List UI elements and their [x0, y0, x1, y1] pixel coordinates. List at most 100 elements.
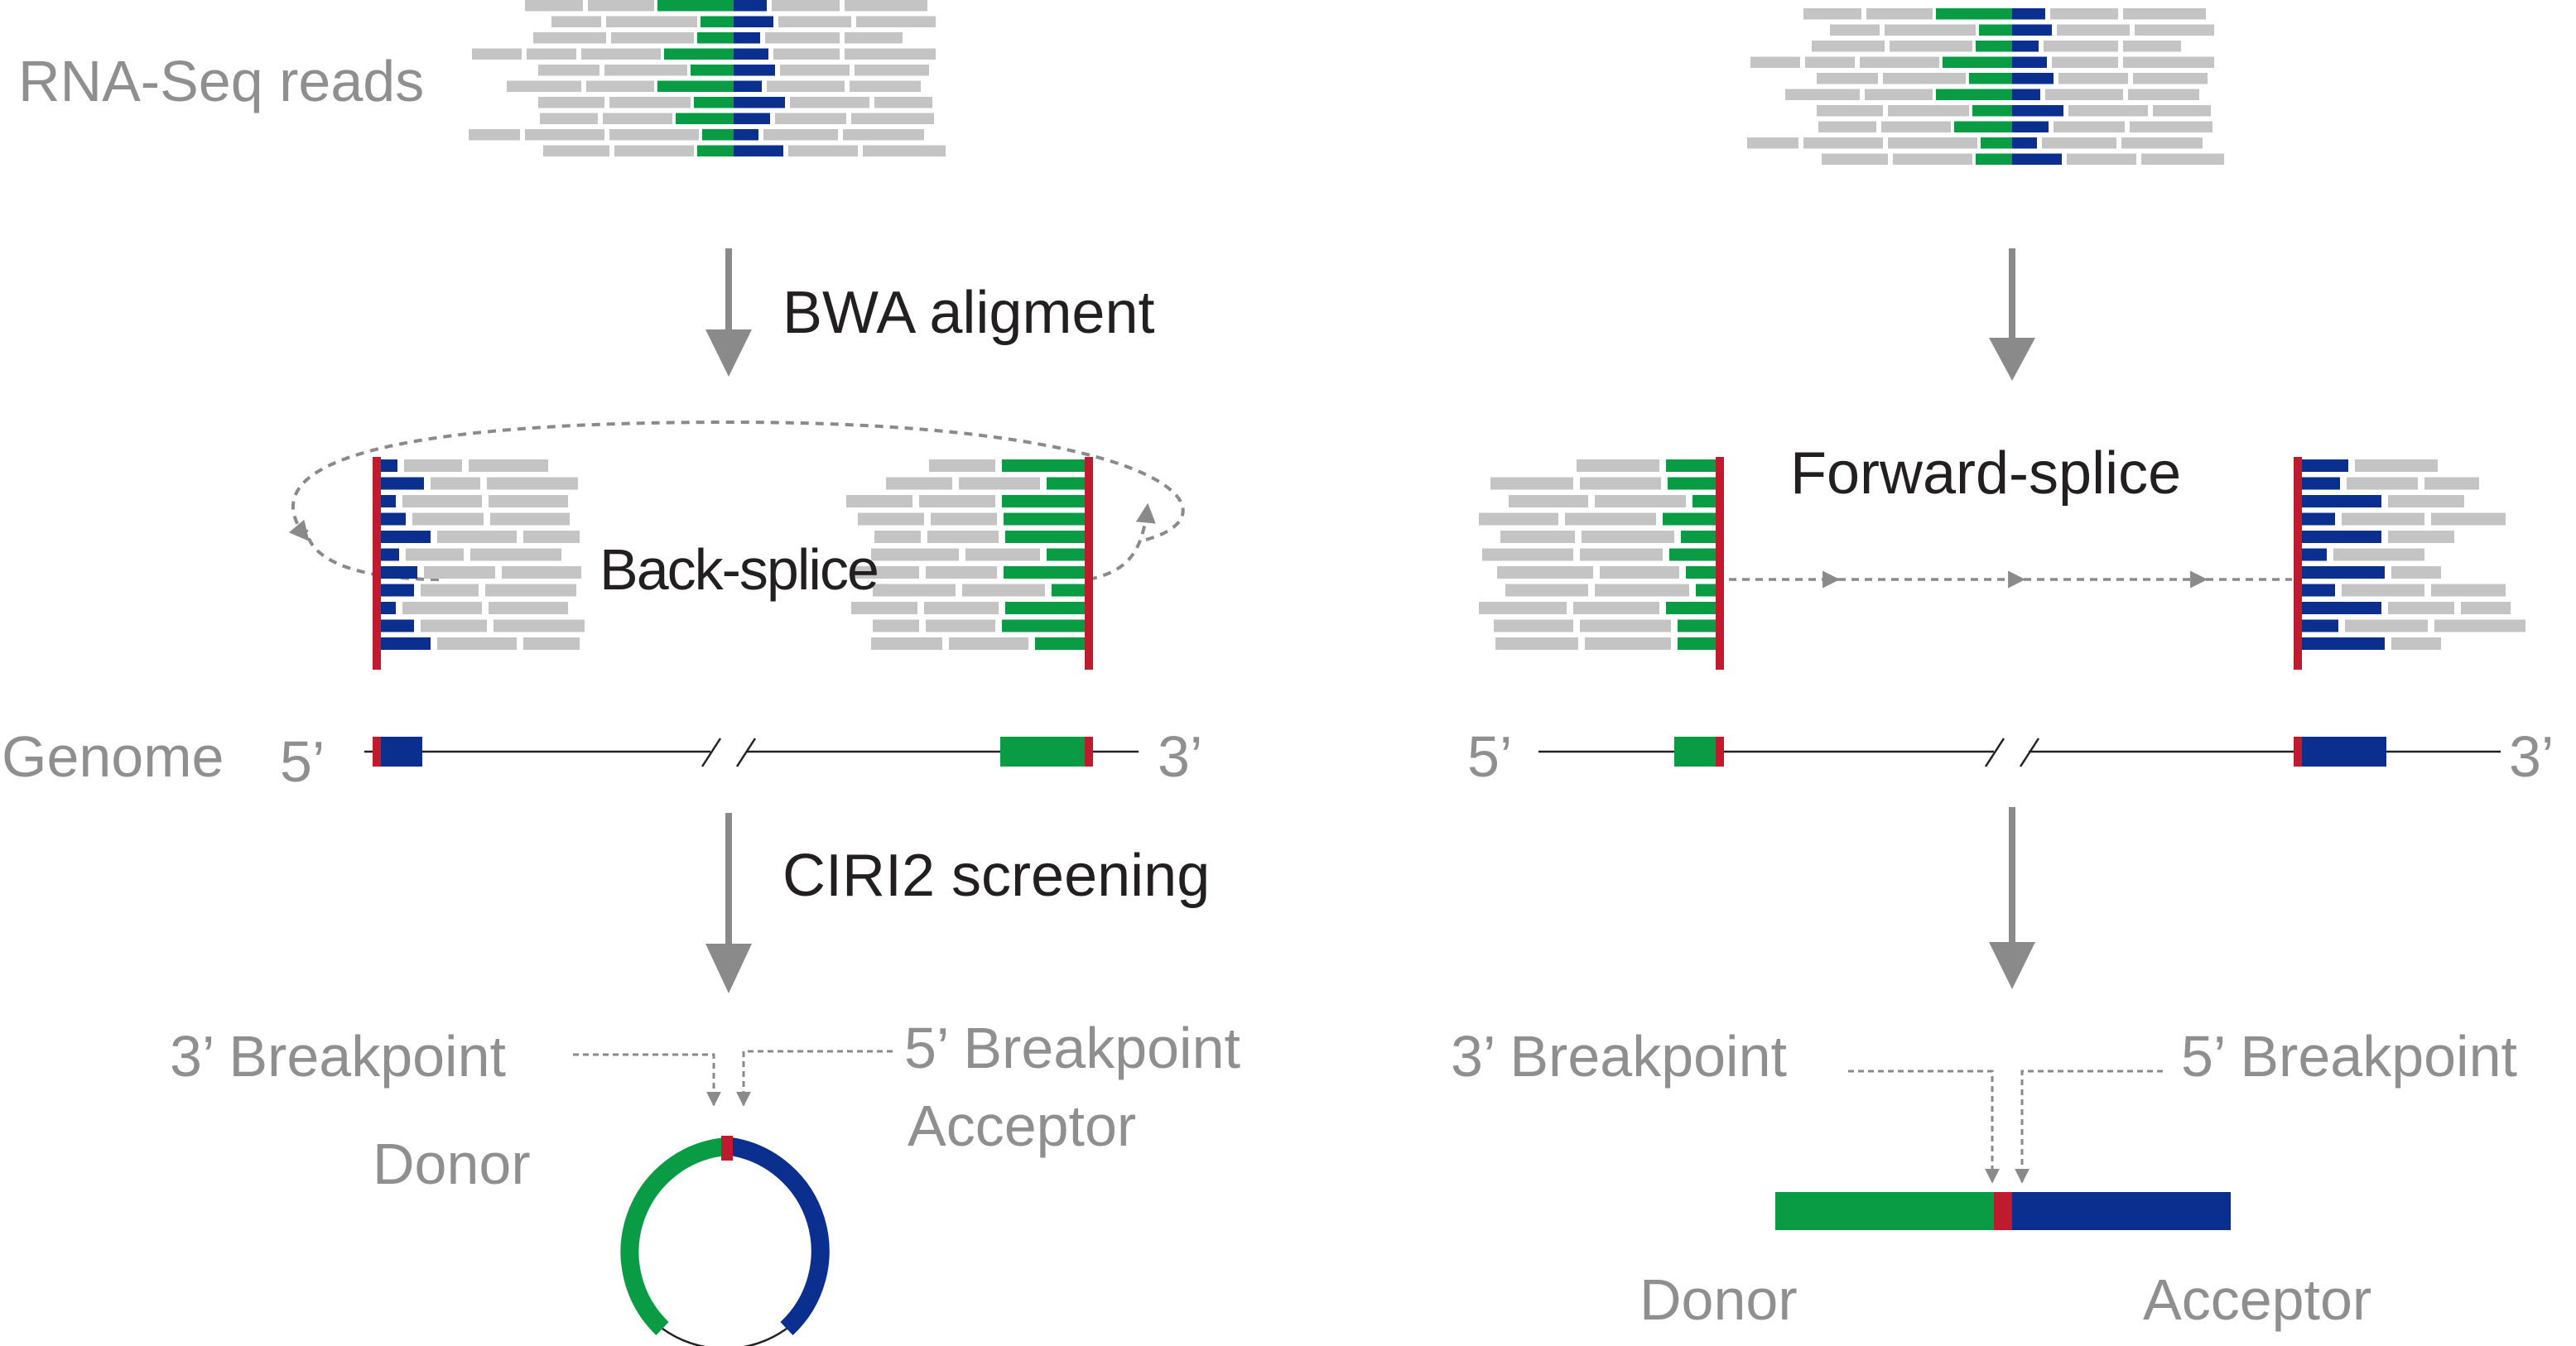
junction-read-gray	[2342, 512, 2424, 526]
junction-read-gray	[402, 602, 482, 614]
junction-read-gray	[2461, 602, 2511, 614]
back-splice-junction-right	[1085, 457, 1093, 670]
read-gray-segment	[606, 16, 697, 27]
read-gray-segment	[2141, 153, 2224, 165]
read-gray-segment	[609, 129, 699, 141]
junction-read-gray	[494, 619, 585, 632]
junction-read-gray	[873, 584, 956, 597]
read-green-segment	[1976, 41, 2012, 52]
junction-read-gray	[1490, 477, 1573, 490]
junction-read-colored	[381, 584, 414, 597]
junction-read-gray	[1497, 566, 1593, 579]
read-gray-segment	[1888, 105, 1969, 117]
read-gray-segment	[551, 16, 601, 27]
read-gray-segment	[533, 32, 606, 44]
junction-read-gray	[871, 548, 959, 561]
read-blue-segment	[734, 0, 767, 12]
junction-read-colored	[2302, 477, 2340, 490]
read-blue-segment	[2012, 105, 2063, 117]
read-green-segment	[1976, 153, 2012, 165]
junction-read-gray	[846, 495, 912, 507]
junction-read-colored	[2302, 512, 2335, 526]
read-blue-segment	[734, 97, 785, 108]
junction-read-colored	[1002, 459, 1085, 472]
junction-read-gray	[926, 619, 995, 632]
left-arrow-ciri2	[705, 813, 752, 993]
junction-read-gray	[431, 477, 480, 490]
read-gray-segment	[2135, 24, 2214, 36]
junction-read-colored	[381, 548, 399, 561]
read-green-segment	[1936, 89, 2012, 100]
read-gray-segment	[2052, 56, 2118, 68]
read-green-segment	[697, 145, 734, 156]
junction-read-gray	[2431, 512, 2506, 526]
read-green-segment	[1969, 73, 2012, 84]
read-gray-segment	[772, 0, 840, 12]
junction-read-gray	[412, 512, 484, 526]
left-rna-seq-reads	[469, 0, 946, 156]
read-green-segment	[657, 0, 734, 12]
read-gray-segment	[540, 113, 598, 124]
forward-splice-junction-right	[2294, 457, 2302, 670]
linear-splice-product	[1775, 1192, 2231, 1230]
read-gray-segment	[2121, 137, 2203, 149]
junction-read-colored	[2302, 637, 2385, 650]
read-gray-segment	[527, 48, 576, 60]
circular-rna	[620, 1136, 830, 1346]
junction-read-colored	[381, 637, 431, 650]
read-gray-segment	[543, 145, 609, 156]
read-gray-segment	[1865, 89, 1933, 100]
read-gray-segment	[581, 48, 661, 60]
junction-read-colored	[1668, 477, 1716, 490]
read-gray-segment	[850, 80, 921, 92]
read-green-segment	[664, 48, 734, 60]
read-gray-segment	[2054, 121, 2125, 132]
junction-read-colored	[381, 477, 424, 490]
read-gray-segment	[1805, 56, 1855, 68]
junction-read-gray	[927, 531, 999, 543]
junction-read-colored	[1678, 619, 1716, 632]
junction-read-gray	[1582, 531, 1674, 543]
read-gray-segment	[2042, 137, 2116, 149]
read-gray-segment	[790, 97, 869, 108]
read-gray-segment	[1822, 153, 1888, 165]
junction-read-gray	[1500, 531, 1575, 543]
junction-read-gray	[1580, 548, 1663, 561]
junction-read-gray	[926, 566, 997, 579]
read-green-segment	[1981, 137, 2012, 149]
junction-read-colored	[2302, 531, 2381, 543]
read-gray-segment	[1817, 73, 1878, 84]
genome-right-three-prime: 3’	[2509, 724, 2554, 789]
junction-read-gray	[523, 531, 580, 543]
read-green-segment	[1979, 24, 2012, 36]
junction-read-gray	[487, 477, 578, 490]
read-gray-segment	[2068, 105, 2148, 117]
junction-read-gray	[1585, 637, 1671, 650]
junction-read-gray	[489, 602, 568, 614]
junction-read-gray	[2388, 531, 2454, 543]
junction-read-colored	[1002, 619, 1085, 632]
junction-read-gray	[437, 637, 517, 650]
read-gray-segment	[1803, 8, 1861, 20]
right-donor-label: Donor	[1639, 1267, 1798, 1332]
junction-read-colored	[1005, 602, 1085, 614]
genome-right-five-prime: 5’	[1467, 724, 1512, 789]
junction-read-gray	[2388, 495, 2464, 507]
read-blue-segment	[734, 16, 773, 27]
junction-read-gray	[1479, 512, 1558, 526]
right-arrow-bottom	[1989, 807, 2035, 989]
rna-seq-reads-label: RNA-Seq reads	[18, 49, 424, 113]
junction-read-colored	[1681, 531, 1716, 543]
right-arrow-top	[1989, 248, 2035, 381]
read-gray-segment	[2123, 41, 2181, 52]
read-blue-segment	[2012, 41, 2039, 52]
junction-read-colored	[1035, 637, 1085, 650]
read-green-segment	[1936, 8, 2012, 20]
read-green-segment	[694, 97, 734, 108]
junction-read-colored	[2302, 566, 2385, 579]
read-gray-segment	[1885, 24, 1976, 36]
read-gray-segment	[2044, 41, 2118, 52]
read-blue-segment	[734, 80, 762, 92]
read-gray-segment	[845, 48, 936, 60]
junction-read-gray	[404, 459, 462, 472]
